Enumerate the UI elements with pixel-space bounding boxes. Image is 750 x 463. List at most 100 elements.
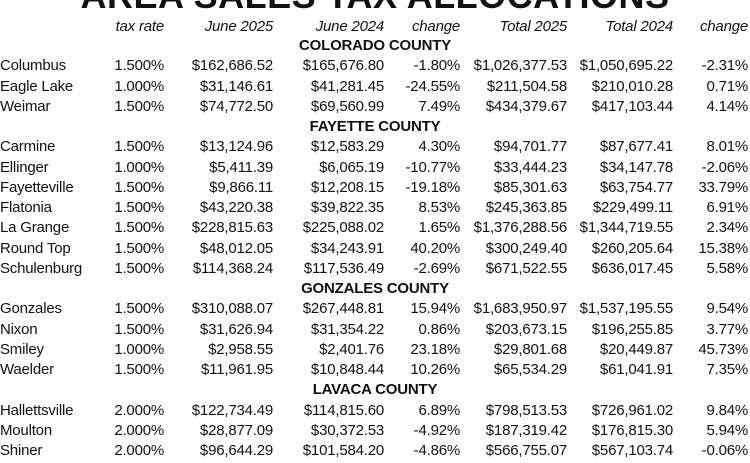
city-name: Ellinger xyxy=(0,158,49,176)
city-name: Weimar xyxy=(0,97,51,115)
cell: $10,848.44 xyxy=(310,361,384,379)
cell: 6.89% xyxy=(418,401,460,419)
column-header: change xyxy=(411,18,460,35)
cell: $162,686.52 xyxy=(191,57,273,75)
city-name: Fayetteville xyxy=(0,178,74,196)
county-header: COLORADO COUNTY xyxy=(299,37,451,54)
cell: 5.58% xyxy=(706,259,748,277)
cell: $87,677.41 xyxy=(599,138,673,156)
cell: $31,626.94 xyxy=(199,320,273,338)
cell: 1.500% xyxy=(114,219,164,237)
cell: -2.31% xyxy=(701,57,749,75)
city-name: Waelder xyxy=(0,361,54,379)
cell: 10.26% xyxy=(410,361,460,379)
title: AREA SALES TAX ALLOCATIONS xyxy=(0,0,750,16)
cell: 1.000% xyxy=(114,158,164,176)
cell: 1.000% xyxy=(114,340,164,358)
cell: 1.500% xyxy=(114,57,164,75)
cell: -4.92% xyxy=(413,421,461,439)
cell: $726,961.02 xyxy=(591,401,673,419)
cell: $210,010.28 xyxy=(591,77,673,95)
city-name: Round Top xyxy=(0,239,71,257)
cell: $34,147.78 xyxy=(599,158,673,176)
city-name: Smiley xyxy=(0,340,44,358)
cell: 23.18% xyxy=(410,340,460,358)
cell: $96,644.29 xyxy=(199,442,273,460)
cell: $228,815.63 xyxy=(191,219,273,237)
cell: 33.79% xyxy=(698,178,748,196)
cell: -19.18% xyxy=(405,178,461,196)
cell: $267,448.81 xyxy=(302,300,384,318)
cell: 1.500% xyxy=(114,199,164,217)
cell: $798,513.53 xyxy=(485,401,567,419)
cell: 1.000% xyxy=(114,77,164,95)
cell: $434,379.67 xyxy=(485,97,567,115)
cell: 1.500% xyxy=(114,259,164,277)
cell: 4.30% xyxy=(418,138,460,156)
cell: $69,560.99 xyxy=(310,97,384,115)
cell: $636,017.45 xyxy=(591,259,673,277)
cell: -24.55% xyxy=(405,77,461,95)
cell: 2.000% xyxy=(114,421,164,439)
cell: $9,866.11 xyxy=(209,178,273,196)
cell: $31,354.22 xyxy=(310,320,384,338)
cell: -1.80% xyxy=(413,57,461,75)
cell: $225,088.02 xyxy=(302,219,384,237)
cell: $211,504.58 xyxy=(486,77,567,95)
cell: 4.14% xyxy=(706,97,748,115)
cell: 1.500% xyxy=(114,239,164,257)
cell: $300,249.40 xyxy=(485,239,567,257)
cell: $114,815.60 xyxy=(303,401,384,419)
cell: 1.500% xyxy=(114,178,164,196)
cell: $165,676.80 xyxy=(302,57,384,75)
city-name: Carmine xyxy=(0,138,56,156)
cell: 5.94% xyxy=(706,421,748,439)
cell: $176,815.30 xyxy=(591,421,673,439)
cell: $245,363.85 xyxy=(485,199,567,217)
cell: 9.84% xyxy=(706,401,748,419)
cell: $203,673.15 xyxy=(485,320,567,338)
cell: $417,103.44 xyxy=(591,97,673,115)
cell: 2.34% xyxy=(706,219,748,237)
cell: 40.20% xyxy=(410,239,460,257)
city-name: Hallettsville xyxy=(0,401,74,419)
cell: $63,754.77 xyxy=(599,178,673,196)
cell: $39,822.35 xyxy=(310,199,384,217)
cell: 2.000% xyxy=(114,442,164,460)
cell: $117,536.49 xyxy=(303,259,384,277)
column-header: June 2024 xyxy=(315,18,384,35)
cell: 6.91% xyxy=(706,199,748,217)
cell: $114,368.24 xyxy=(192,259,273,277)
cell: $12,583.29 xyxy=(310,138,384,156)
cell: $6,065.19 xyxy=(319,158,384,176)
cell: $12,208.15 xyxy=(310,178,384,196)
cell: $61,041.91 xyxy=(599,361,673,379)
cell: 1.500% xyxy=(114,300,164,318)
cell: $20,449.87 xyxy=(599,340,673,358)
cell: $94,701.77 xyxy=(493,138,567,156)
cell: $566,755.07 xyxy=(485,442,567,460)
cell: -2.06% xyxy=(701,158,749,176)
column-header: change xyxy=(699,18,748,35)
cell: 1.500% xyxy=(114,320,164,338)
cell: $1,537,195.55 xyxy=(579,300,674,318)
cell: 0.86% xyxy=(418,320,460,338)
column-header: June 2025 xyxy=(204,18,273,35)
column-header: Total 2025 xyxy=(499,18,567,35)
city-name: Gonzales xyxy=(0,300,62,318)
cell: $187,319.42 xyxy=(485,421,567,439)
cell: $260,205.64 xyxy=(591,239,673,257)
county-header: LAVACA COUNTY xyxy=(312,381,438,399)
cell: 15.38% xyxy=(698,239,748,257)
cell: 9.54% xyxy=(706,300,748,318)
cell: 7.49% xyxy=(418,97,460,115)
cell: 8.53% xyxy=(418,199,460,217)
city-name: Eagle Lake xyxy=(0,77,74,95)
cell: 1.500% xyxy=(114,138,164,156)
cell: $74,772.50 xyxy=(199,97,273,115)
cell: $2,958.55 xyxy=(208,340,273,358)
cell: $41,281.45 xyxy=(310,77,384,95)
cell: $122,734.49 xyxy=(191,401,273,419)
cell: 3.77% xyxy=(706,320,748,338)
